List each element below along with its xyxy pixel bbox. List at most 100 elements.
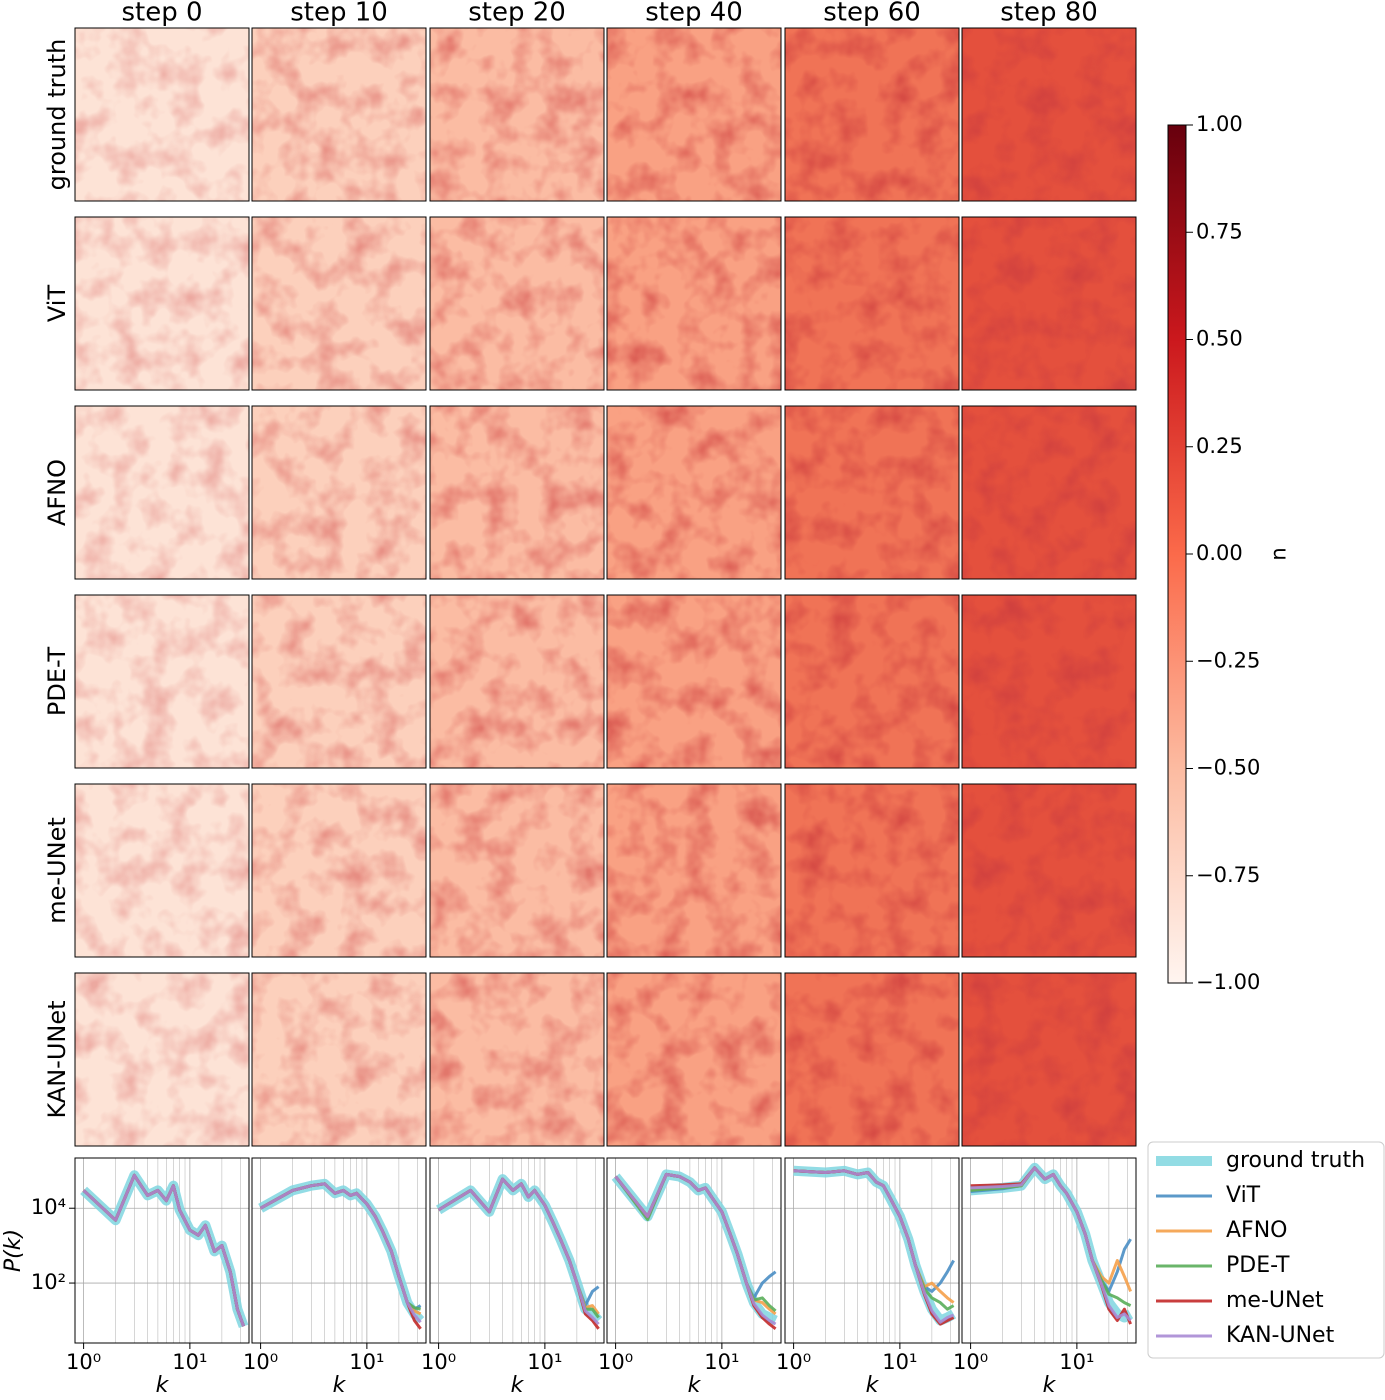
legend-label: ground truth: [1226, 1148, 1365, 1173]
column-title: step 20: [468, 0, 566, 28]
column-title: step 10: [290, 0, 388, 28]
panel-frame: [961, 27, 1137, 202]
panel-frame: [429, 27, 605, 202]
panel-frame: [961, 972, 1137, 1147]
x-axis-label: k: [333, 1373, 347, 1398]
panel-frame: [251, 783, 427, 958]
panel-frame: [784, 405, 960, 580]
x-axis-label: k: [1043, 1373, 1057, 1398]
x-tick-label: 10⁰: [243, 1350, 278, 1374]
spectrum-line: [259, 1182, 422, 1324]
panel-frame: [74, 405, 250, 580]
panel-frame: [251, 594, 427, 769]
row-label: ViT: [43, 285, 71, 323]
panel-frame: [251, 405, 427, 580]
field-texture: [75, 217, 249, 390]
x-tick-label: 10¹: [882, 1350, 917, 1374]
field-texture: [430, 973, 604, 1146]
colorbar-tick-label: −0.75: [1196, 863, 1260, 887]
field-texture: [962, 973, 1136, 1146]
panel-frame: [784, 594, 960, 769]
colorbar-tick-label: −0.50: [1196, 756, 1260, 780]
legend-label: AFNO: [1226, 1218, 1287, 1243]
y-axis-label: P(k): [1, 1229, 26, 1272]
field-texture: [75, 406, 249, 579]
x-tick-label: 10⁰: [66, 1350, 101, 1374]
panel-frame: [784, 216, 960, 391]
panel-frame: [606, 972, 782, 1147]
x-axis-label: k: [866, 1373, 880, 1398]
panel-frame: [784, 27, 960, 202]
field-texture: [75, 595, 249, 768]
x-tick-label: 10⁰: [776, 1350, 811, 1374]
panel-frame: [429, 783, 605, 958]
row-label: KAN-UNet: [43, 1000, 71, 1118]
panel-frame: [606, 594, 782, 769]
panel-frame: [784, 783, 960, 958]
colorbar-tick-label: 0.50: [1196, 327, 1243, 351]
colorbar-tick-label: 0.25: [1196, 434, 1243, 458]
panel-frame: [606, 783, 782, 958]
field-texture: [607, 595, 781, 768]
field-texture: [252, 595, 426, 768]
field-texture: [430, 28, 604, 201]
panel-frame: [606, 27, 782, 202]
panel-frame: [429, 972, 605, 1147]
plot-frame: [74, 1157, 250, 1344]
x-tick-label: 10¹: [704, 1350, 739, 1374]
spectrum-line: [793, 1169, 955, 1324]
field-texture: [962, 784, 1136, 957]
column-title: step 60: [823, 0, 921, 28]
legend-label: PDE-T: [1226, 1253, 1290, 1278]
field-texture: [607, 784, 781, 957]
panel-frame: [961, 594, 1137, 769]
field-texture: [607, 973, 781, 1146]
plot-frame: [961, 1157, 1137, 1344]
plot-frame: [251, 1157, 427, 1344]
field-texture: [785, 28, 959, 201]
field-texture: [252, 973, 426, 1146]
field-texture: [252, 406, 426, 579]
panel-frame: [74, 594, 250, 769]
colorbar-tick-label: 1.00: [1196, 112, 1243, 136]
y-tick-label: 10²: [31, 1270, 66, 1294]
panel-frame: [251, 27, 427, 202]
panel-frame: [961, 216, 1137, 391]
x-tick-label: 10¹: [527, 1350, 562, 1374]
x-axis-label: k: [156, 1373, 170, 1398]
row-label: me-UNet: [43, 817, 71, 924]
x-tick-label: 10⁰: [598, 1350, 633, 1374]
colorbar-tick-label: −0.25: [1196, 648, 1260, 672]
field-texture: [75, 784, 249, 957]
x-tick-label: 10¹: [172, 1350, 207, 1374]
panel-frame: [251, 216, 427, 391]
field-texture: [430, 595, 604, 768]
x-axis-label: k: [688, 1373, 702, 1398]
x-tick-label: 10⁰: [421, 1350, 456, 1374]
plot-frame: [429, 1157, 605, 1344]
panel-frame: [251, 972, 427, 1147]
y-tick-label: 10⁴: [31, 1195, 66, 1219]
field-texture: [962, 28, 1136, 201]
field-texture: [607, 217, 781, 390]
colorbar: [1167, 124, 1187, 984]
field-texture: [962, 406, 1136, 579]
field-texture: [785, 406, 959, 579]
plot-area: [252, 1158, 426, 1343]
field-texture: [75, 973, 249, 1146]
field-texture: [430, 784, 604, 957]
field-texture: [252, 217, 426, 390]
x-tick-label: 10⁰: [953, 1350, 988, 1374]
column-title: step 40: [645, 0, 743, 28]
field-texture: [252, 784, 426, 957]
x-tick-label: 10¹: [1059, 1350, 1094, 1374]
panel-frame: [606, 405, 782, 580]
panel-frame: [606, 216, 782, 391]
panel-frame: [74, 783, 250, 958]
colorbar-tick-label: 0.75: [1196, 219, 1243, 243]
x-tick-label: 10¹: [349, 1350, 384, 1374]
field-texture: [962, 217, 1136, 390]
panel-frame: [74, 972, 250, 1147]
panel-frame: [429, 216, 605, 391]
spectrum-line: [82, 1173, 246, 1327]
